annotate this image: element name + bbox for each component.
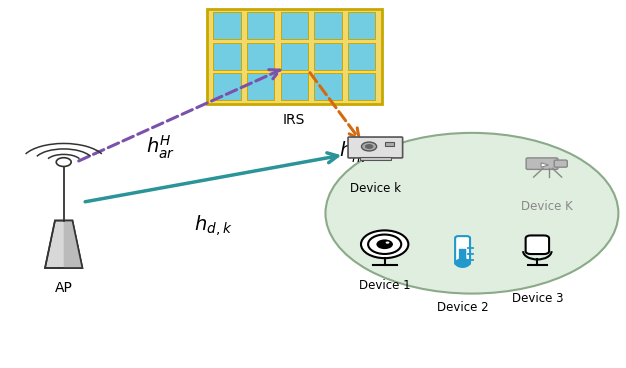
FancyBboxPatch shape [247,43,274,70]
FancyBboxPatch shape [213,43,241,70]
FancyBboxPatch shape [385,142,394,146]
FancyBboxPatch shape [247,13,274,39]
Text: Device k: Device k [350,182,401,195]
Text: Device 2: Device 2 [437,301,488,314]
Circle shape [386,241,389,244]
FancyBboxPatch shape [280,73,308,100]
FancyBboxPatch shape [207,9,382,104]
Circle shape [361,230,408,258]
Polygon shape [541,163,548,167]
FancyBboxPatch shape [314,43,342,70]
FancyBboxPatch shape [314,13,342,39]
FancyBboxPatch shape [213,73,241,100]
Circle shape [368,234,401,254]
FancyBboxPatch shape [455,236,470,265]
FancyBboxPatch shape [526,236,549,254]
FancyBboxPatch shape [348,13,376,39]
FancyBboxPatch shape [247,73,274,100]
Text: AP: AP [54,281,73,295]
Text: IRS: IRS [283,113,305,127]
Circle shape [56,158,71,166]
Text: Device 1: Device 1 [359,279,411,292]
Polygon shape [45,220,83,268]
FancyBboxPatch shape [459,249,466,263]
FancyBboxPatch shape [314,73,342,100]
FancyBboxPatch shape [348,137,403,158]
Text: $\mathit{h}_{rk}^{H}$: $\mathit{h}_{rk}^{H}$ [339,137,367,165]
Text: $\mathit{h}_{ar}^{H}$: $\mathit{h}_{ar}^{H}$ [146,134,175,161]
FancyBboxPatch shape [348,73,376,100]
Ellipse shape [326,133,618,294]
Text: Device K: Device K [521,201,573,213]
Circle shape [376,240,393,249]
Text: Device 3: Device 3 [511,292,563,305]
FancyBboxPatch shape [348,43,376,70]
FancyBboxPatch shape [554,160,567,167]
Text: $\mathit{h}_{d,k}$: $\mathit{h}_{d,k}$ [194,213,232,238]
FancyBboxPatch shape [280,13,308,39]
FancyBboxPatch shape [526,158,558,169]
Polygon shape [64,220,83,268]
Circle shape [456,259,470,267]
Circle shape [365,144,373,149]
FancyBboxPatch shape [280,43,308,70]
Circle shape [361,142,377,151]
FancyBboxPatch shape [213,13,241,39]
FancyBboxPatch shape [360,157,391,160]
